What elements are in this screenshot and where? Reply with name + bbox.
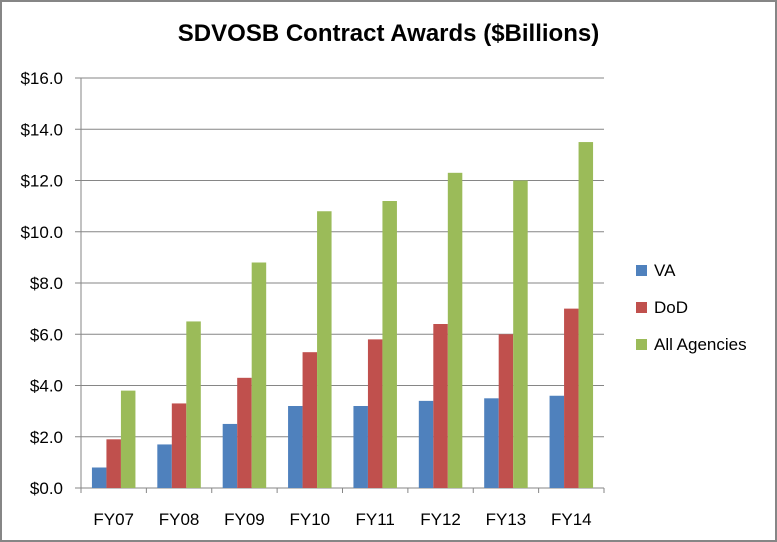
bar-dod: [171, 403, 187, 488]
y-tick-label: $2.0: [30, 428, 63, 447]
x-tick-label: FY07: [93, 510, 134, 529]
bar-dod: [367, 339, 383, 488]
bar-all-agencies: [578, 142, 594, 488]
chart-title: SDVOSB Contract Awards ($Billions): [177, 20, 600, 47]
bar-all-agencies: [382, 201, 397, 488]
bar-va: [222, 423, 238, 488]
legend-label: All Agencies: [654, 334, 747, 354]
bar-all-agencies: [120, 390, 136, 488]
bar-all-agencies: [513, 180, 528, 488]
legend-item: VA: [636, 252, 747, 289]
legend-swatch: [636, 339, 647, 350]
legend-label: DoD: [654, 297, 689, 317]
y-tick-label: $6.0: [30, 325, 63, 344]
y-tick-label: $12.0: [20, 172, 63, 191]
bar-va: [91, 467, 107, 488]
bar-all-agencies: [447, 172, 463, 488]
x-tick-label: FY12: [420, 510, 461, 529]
bar-va: [288, 406, 303, 488]
bar-dod: [564, 308, 579, 488]
legend-label: VA: [654, 260, 676, 280]
y-tick-label: $4.0: [30, 377, 63, 396]
x-tick-label: FY11: [356, 510, 395, 529]
bar-dod: [498, 334, 514, 488]
legend-swatch: [636, 302, 647, 313]
y-tick-label: $0.0: [30, 479, 63, 498]
x-tick-label: FY14: [551, 510, 592, 529]
bar-all-agencies: [186, 321, 201, 488]
y-tick-label: $16.0: [20, 69, 63, 88]
y-tick-label: $10.0: [20, 223, 63, 242]
bar-all-agencies: [251, 262, 267, 488]
y-tick-label: $8.0: [30, 274, 63, 293]
legend-item: All Agencies: [636, 326, 747, 363]
legend-item: DoD: [636, 289, 747, 326]
legend: VA DoD All Agencies: [636, 252, 747, 363]
bar-va: [418, 400, 434, 488]
x-tick-label: FY13: [486, 510, 527, 529]
legend-swatch: [636, 265, 647, 276]
bar-dod: [106, 439, 121, 488]
y-tick-label: $14.0: [20, 120, 63, 139]
bar-va: [353, 406, 368, 488]
x-tick-label: FY09: [224, 510, 265, 529]
bar-va: [549, 395, 565, 488]
x-tick-label: FY08: [159, 510, 200, 529]
bar-dod: [237, 377, 252, 488]
bar-va: [484, 398, 499, 488]
bar-dod: [433, 324, 448, 488]
x-tick-label: FY10: [289, 510, 330, 529]
bar-va: [157, 444, 172, 488]
bar-all-agencies: [317, 211, 332, 488]
bar-dod: [302, 352, 318, 488]
